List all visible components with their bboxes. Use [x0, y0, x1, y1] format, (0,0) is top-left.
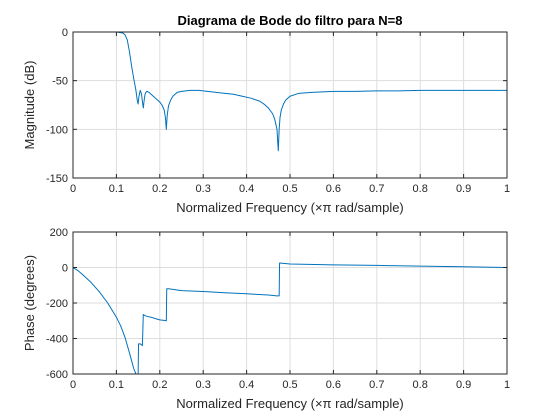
magnitude-y-tick-label: -150 — [46, 173, 68, 185]
magnitude-x-tick-label: 1 — [504, 183, 510, 195]
magnitude-curve — [73, 32, 507, 152]
phase-y-ticks: -600 -400 -200 0 200 — [46, 227, 507, 381]
phase-x-axis-label: Normalized Frequency (×π rad/sample) — [176, 396, 404, 411]
magnitude-x-tick-label: 0 — [70, 183, 76, 195]
magnitude-grid — [73, 32, 507, 178]
magnitude-plot: 0 0.1 0.2 0.3 0.4 0.5 0.6 0.7 0.8 0.9 1 -150 -100 -5… — [22, 13, 510, 215]
magnitude-x-tick-label: 0.1 — [109, 183, 124, 195]
phase-x-tick-label: 0.6 — [326, 379, 341, 391]
magnitude-y-tick-label: 0 — [62, 27, 68, 39]
phase-y-tick-label: -600 — [46, 369, 68, 381]
magnitude-y-ticks: -150 -100 -50 0 — [46, 27, 507, 185]
phase-x-tick-label: 0.7 — [369, 379, 384, 391]
phase-x-tick-label: 0.8 — [413, 379, 428, 391]
magnitude-x-tick-label: 0.8 — [413, 183, 428, 195]
phase-y-axis-label: Phase (degrees) — [22, 255, 37, 351]
phase-plot: 0 0.1 0.2 0.3 0.4 0.5 0.6 0.7 0.8 0.9 1 -600 -400 -2… — [22, 227, 510, 411]
magnitude-y-tick-label: -50 — [52, 76, 68, 88]
magnitude-x-tick-label: 0.7 — [369, 183, 384, 195]
phase-x-tick-label: 0.5 — [282, 379, 297, 391]
magnitude-x-tick-label: 0.3 — [196, 183, 211, 195]
phase-x-tick-label: 0.3 — [196, 379, 211, 391]
phase-curve — [73, 262, 507, 374]
magnitude-x-tick-label: 0.6 — [326, 183, 341, 195]
phase-x-ticks: 0 0.1 0.2 0.3 0.4 0.5 0.6 0.7 0.8 0.9 1 — [70, 232, 510, 391]
phase-x-tick-label: 0.9 — [456, 379, 471, 391]
phase-x-tick-label: 0 — [70, 379, 76, 391]
phase-grid — [73, 232, 507, 374]
magnitude-x-tick-label: 0.4 — [239, 183, 254, 195]
phase-y-tick-label: 200 — [50, 227, 68, 239]
phase-x-tick-label: 0.1 — [109, 379, 124, 391]
phase-y-tick-label: 0 — [62, 263, 68, 275]
phase-y-tick-label: -400 — [46, 334, 68, 346]
magnitude-y-axis-label: Magnitude (dB) — [22, 61, 37, 150]
phase-x-tick-label: 1 — [504, 379, 510, 391]
phase-x-tick-label: 0.2 — [152, 379, 167, 391]
magnitude-x-axis-label: Normalized Frequency (×π rad/sample) — [176, 200, 404, 215]
phase-y-tick-label: -200 — [46, 298, 68, 310]
magnitude-y-tick-label: -100 — [46, 124, 68, 136]
magnitude-x-ticks: 0 0.1 0.2 0.3 0.4 0.5 0.6 0.7 0.8 0.9 1 — [70, 32, 510, 195]
chart-title: Diagrama de Bode do filtro para N=8 — [177, 13, 402, 28]
magnitude-x-tick-label: 0.2 — [152, 183, 167, 195]
magnitude-x-tick-label: 0.5 — [282, 183, 297, 195]
phase-x-tick-label: 0.4 — [239, 379, 254, 391]
magnitude-x-tick-label: 0.9 — [456, 183, 471, 195]
